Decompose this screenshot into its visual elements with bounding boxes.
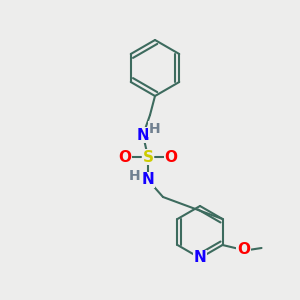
- Text: H: H: [149, 122, 161, 136]
- Text: O: O: [118, 149, 131, 164]
- Text: H: H: [129, 169, 141, 183]
- Text: N: N: [136, 128, 149, 142]
- Text: S: S: [142, 149, 154, 164]
- Text: O: O: [237, 242, 250, 257]
- Text: N: N: [194, 250, 206, 266]
- Text: O: O: [164, 149, 178, 164]
- Text: N: N: [142, 172, 154, 188]
